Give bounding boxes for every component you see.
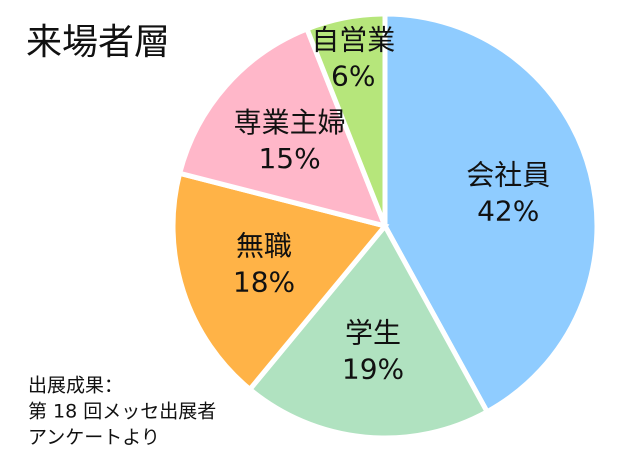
note: 第 18 回メッセ出展者: [28, 401, 216, 423]
slice-label: 学生: [345, 317, 401, 350]
slice-label: 無職: [236, 229, 292, 262]
pie-slice: [176, 25, 390, 230]
note: 出展成果：: [28, 375, 123, 397]
pie-slice: [246, 221, 491, 441]
value-label: 19%: [342, 353, 404, 386]
slice-label: 自営業: [311, 23, 395, 56]
value-label: 18%: [233, 265, 295, 298]
value-label: 15%: [258, 142, 320, 175]
value-label: 42%: [477, 194, 539, 227]
pie-slice: [382, 11, 600, 416]
chart-title: 来場者層: [26, 22, 170, 63]
slice-label: 会社員: [466, 158, 550, 191]
slice-label: 専業主婦: [234, 106, 346, 139]
note: アンケートより: [28, 427, 160, 449]
pie-slice: [303, 11, 388, 227]
value-label: 6%: [331, 59, 375, 92]
pie-slice: [170, 170, 390, 393]
